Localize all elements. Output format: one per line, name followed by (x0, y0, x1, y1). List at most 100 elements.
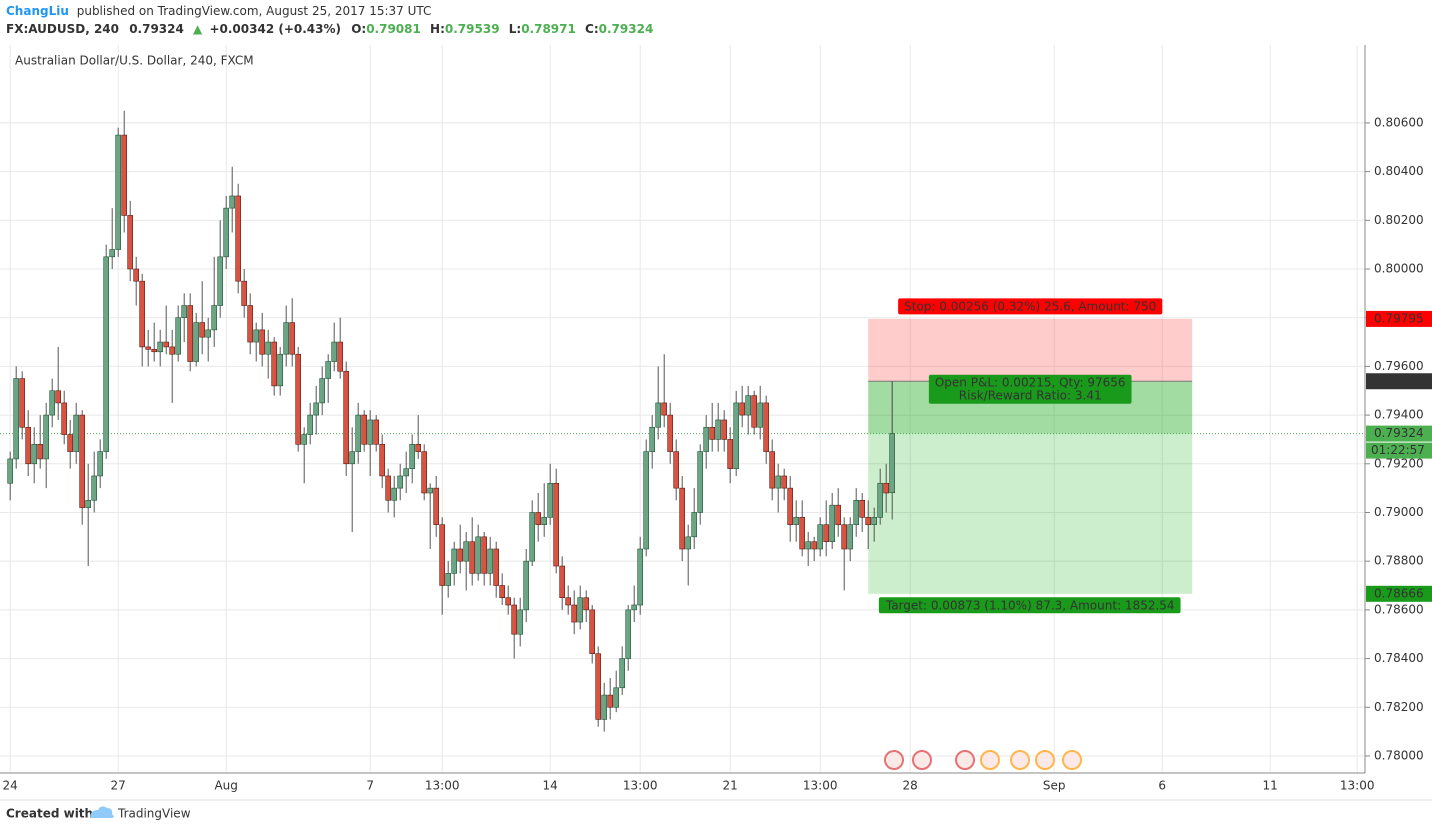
candle-body (817, 524, 824, 550)
y-tick-label: 0.78800 (1374, 554, 1424, 568)
candle-body (463, 541, 470, 562)
candle-body (151, 349, 157, 353)
ohlc-value: 0.79539 (445, 22, 500, 36)
x-tick-label: Sep (1043, 779, 1066, 793)
footer-brand[interactable]: TradingView (117, 807, 191, 821)
candle-body (751, 395, 758, 428)
candle-body (349, 451, 356, 465)
event-icon[interactable] (955, 750, 975, 770)
candle-body (43, 414, 50, 460)
stop-zone (868, 318, 1193, 382)
candle-body (847, 524, 854, 550)
candle-body (475, 536, 482, 574)
x-tick-label: 13:00 (623, 779, 658, 793)
candle-body (259, 329, 266, 355)
candle-body (19, 378, 26, 428)
candle-body (331, 341, 338, 362)
event-icon[interactable] (1010, 750, 1030, 770)
candle-body (559, 565, 566, 598)
candle-body (241, 280, 247, 306)
candle-body (409, 444, 416, 469)
author[interactable]: ChangLiu (6, 4, 69, 18)
candle-body (103, 256, 109, 452)
candle-body (643, 451, 650, 550)
candle-body (433, 487, 440, 525)
candle-body (49, 390, 56, 416)
candle-body (553, 482, 560, 567)
candle-body (193, 322, 199, 362)
y-tick-label: 0.79600 (1374, 359, 1424, 373)
x-tick-label: 14 (543, 779, 558, 793)
candle-body (805, 541, 812, 550)
candle-body (505, 597, 512, 606)
x-tick-label: 27 (111, 779, 126, 793)
x-tick-label: 13:00 (803, 779, 838, 793)
candle-body (187, 305, 193, 362)
ohlc-label: L: (509, 22, 521, 36)
candle-body (595, 653, 602, 720)
published: published on TradingView.com, August 25,… (77, 4, 432, 18)
y-tick-label: 0.78600 (1374, 602, 1424, 616)
candle-body (85, 500, 91, 508)
event-icon[interactable] (1062, 750, 1082, 770)
brand-logo[interactable] (90, 806, 114, 818)
ohlc-value: 0.79324 (599, 22, 654, 36)
candle-body (67, 434, 73, 452)
candle-body (481, 536, 488, 574)
entry-tag-text: 0.79539 (1374, 374, 1424, 388)
candle-body (517, 609, 524, 635)
ohlc-value: 0.78971 (521, 22, 576, 36)
candle-body (679, 487, 686, 550)
footer-created: Created with (6, 807, 93, 821)
candle-body (391, 487, 398, 501)
candle-body (397, 475, 404, 489)
candle-body (355, 414, 362, 452)
candle-body (79, 414, 85, 508)
candle-body (277, 353, 284, 387)
candle-body (301, 434, 308, 445)
candle-body (511, 604, 518, 635)
y-tick-label: 0.80400 (1374, 164, 1424, 178)
candle-body (661, 402, 668, 416)
candle-body (385, 475, 392, 501)
candle-body (799, 517, 806, 550)
candle-body (235, 195, 241, 282)
candle-body (7, 458, 13, 484)
candle-body (739, 402, 746, 416)
candle-body (457, 548, 464, 562)
candle-body (97, 451, 103, 477)
candle-body (781, 475, 788, 489)
event-icon[interactable] (1035, 750, 1055, 770)
x-tick-label: 24 (3, 779, 18, 793)
candle-body (427, 487, 434, 494)
last-price-tag-text: 0.79324 (1374, 426, 1424, 440)
candle-body (649, 426, 656, 452)
event-icon[interactable] (980, 750, 1000, 770)
target-label-box (878, 597, 1181, 614)
candle-body (181, 305, 187, 318)
candle-body (487, 548, 494, 574)
x-tick-label: 7 (366, 779, 374, 793)
y-tick-label: 0.79200 (1374, 456, 1424, 470)
candle-body (523, 560, 530, 611)
candle-body (163, 341, 169, 348)
candle-body (205, 329, 211, 338)
candle-body (295, 353, 302, 445)
target-zone (868, 381, 1193, 594)
candle-body (31, 444, 38, 465)
candle-body (889, 433, 896, 494)
candle-body (769, 451, 776, 489)
target-label-text: Target: 0.00873 (1.10%) 87.3, Amount: 18… (885, 598, 1175, 612)
candle-body (373, 419, 380, 445)
candle-body (271, 341, 278, 387)
event-icon[interactable] (912, 750, 932, 770)
event-icon[interactable] (884, 750, 904, 770)
candle-body (541, 517, 548, 525)
candle-body (859, 500, 866, 518)
candle-body (37, 444, 44, 460)
candle-body (25, 426, 32, 465)
candle-body (535, 512, 542, 525)
target-tag-text: 0.78666 (1374, 586, 1424, 600)
candle-body (865, 517, 872, 525)
